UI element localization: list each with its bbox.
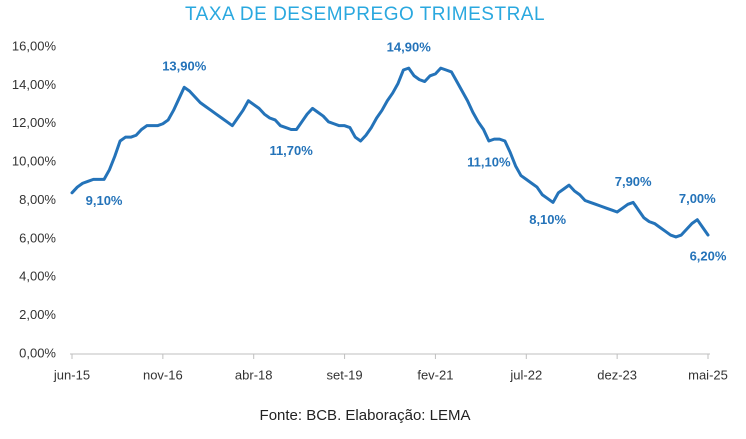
x-tick-label: dez-23: [597, 367, 637, 382]
y-tick-label: 0,00%: [19, 345, 56, 360]
data-label: 11,10%: [467, 154, 511, 169]
data-label: 9,10%: [86, 193, 123, 208]
x-tick-label: abr-18: [235, 367, 273, 382]
y-tick-label: 8,00%: [19, 192, 56, 207]
y-tick-label: 14,00%: [12, 77, 57, 92]
source-note: Fonte: BCB. Elaboração: LEMA: [260, 407, 471, 424]
x-tick-label: fev-21: [417, 367, 453, 382]
chart-title: TAXA DE DESEMPREGO TRIMESTRAL: [185, 4, 545, 25]
data-label: 13,90%: [162, 59, 207, 74]
x-tick-label: jul-22: [509, 367, 542, 382]
y-tick-label: 10,00%: [12, 154, 57, 169]
data-label: 11,70%: [269, 143, 313, 158]
x-tick-label: set-19: [327, 367, 363, 382]
x-tick-label: jun-15: [53, 367, 90, 382]
data-label: 8,10%: [529, 212, 566, 227]
data-label: 7,90%: [615, 174, 652, 189]
data-label: 14,90%: [387, 40, 432, 55]
x-tick-label: nov-16: [143, 367, 183, 382]
y-tick-label: 16,00%: [12, 38, 57, 53]
y-tick-label: 12,00%: [12, 115, 57, 130]
data-line: [70, 66, 710, 239]
data-label: 6,20%: [690, 248, 727, 263]
x-tick-label: mai-25: [688, 367, 728, 382]
y-tick-label: 4,00%: [19, 269, 56, 284]
y-tick-label: 2,00%: [19, 307, 56, 322]
data-label: 7,00%: [679, 191, 716, 206]
y-tick-label: 6,00%: [19, 230, 56, 245]
